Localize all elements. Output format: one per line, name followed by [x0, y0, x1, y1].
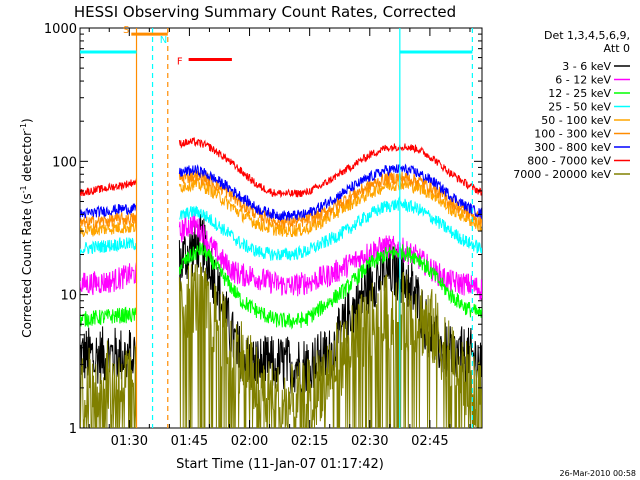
legend-header-line-2: Att 0 [604, 42, 630, 55]
legend-label-6: 100 - 300 keV [534, 128, 611, 141]
y-axis-label-sup1: -1 [19, 185, 28, 193]
y-tick-label: 1 [69, 422, 77, 437]
x-tick-label: 02:00 [231, 434, 268, 449]
series-line-8-segment-2 [178, 136, 482, 199]
legend-label-3: 12 - 25 keV [548, 87, 611, 100]
series-line-7-segment-2 [178, 163, 482, 222]
y-tick-label: 10 [60, 289, 77, 304]
series-line-7-segment-1 [80, 203, 137, 219]
y-axis-label-sup2: -1 [19, 123, 28, 131]
series-line-4-segment-1 [80, 237, 137, 256]
footer-date: 26-Mar-2010 00:58 [560, 469, 637, 478]
series-line-8-segment-1 [80, 178, 137, 197]
series-line-9-segment-1 [80, 340, 137, 428]
axis-layer: 01:30 01:45 02:00 02:15 02:30 02:45 1 10 100 1000 [44, 22, 482, 449]
x-tick-label: 01:30 [111, 434, 148, 449]
legend-header-line-1: Det 1,3,4,5,6,9, [544, 29, 630, 42]
series-line-2-segment-1 [80, 262, 137, 296]
legend-label-5: 50 - 100 keV [541, 114, 611, 127]
series-line-3-segment-2 [178, 242, 482, 330]
legend-label-2: 6 - 12 keV [555, 74, 611, 87]
interval-label-f: F [177, 57, 183, 68]
legend-label-9: 7000 - 20000 keV [513, 168, 611, 181]
series-line-6-segment-2 [178, 170, 482, 229]
x-tick-label: 01:45 [171, 434, 208, 449]
y-axis-label-mid: detector [20, 131, 34, 186]
legend-label-1: 3 - 6 keV [562, 60, 611, 73]
legend-label-8: 800 - 7000 keV [527, 155, 611, 168]
x-tick-label: 02:45 [411, 434, 448, 449]
series-line-2-segment-2 [178, 213, 482, 300]
x-axis-label: Start Time (11-Jan-07 01:17:42) [176, 457, 384, 472]
interval-label-s: S [123, 25, 129, 36]
chart-title: HESSI Observing Summary Count Rates, Cor… [74, 3, 456, 21]
series-line-3-segment-1 [80, 306, 137, 329]
overlay-layer: S NF [80, 25, 473, 428]
series-layer [80, 136, 482, 428]
series-line-4-segment-2 [179, 196, 482, 261]
legend-label-7: 300 - 800 keV [534, 141, 611, 154]
interval-label-n: N [160, 35, 167, 46]
legend-label-4: 25 - 50 keV [548, 101, 611, 114]
y-axis-label: Corrected Count Rate (s-1 detector-1) [19, 118, 34, 337]
series-line-5-segment-1 [80, 220, 137, 237]
x-tick-label: 02:15 [291, 434, 328, 449]
y-tick-label: 100 [52, 155, 77, 170]
series-line-9-segment-2 [178, 262, 482, 428]
y-axis-label-end: ) [20, 118, 34, 123]
y-axis-label-main: Corrected Count Rate (s [20, 193, 34, 337]
x-tick-label: 02:30 [351, 434, 388, 449]
y-tick-label: 1000 [44, 22, 77, 37]
series-line-6-segment-1 [80, 212, 137, 230]
